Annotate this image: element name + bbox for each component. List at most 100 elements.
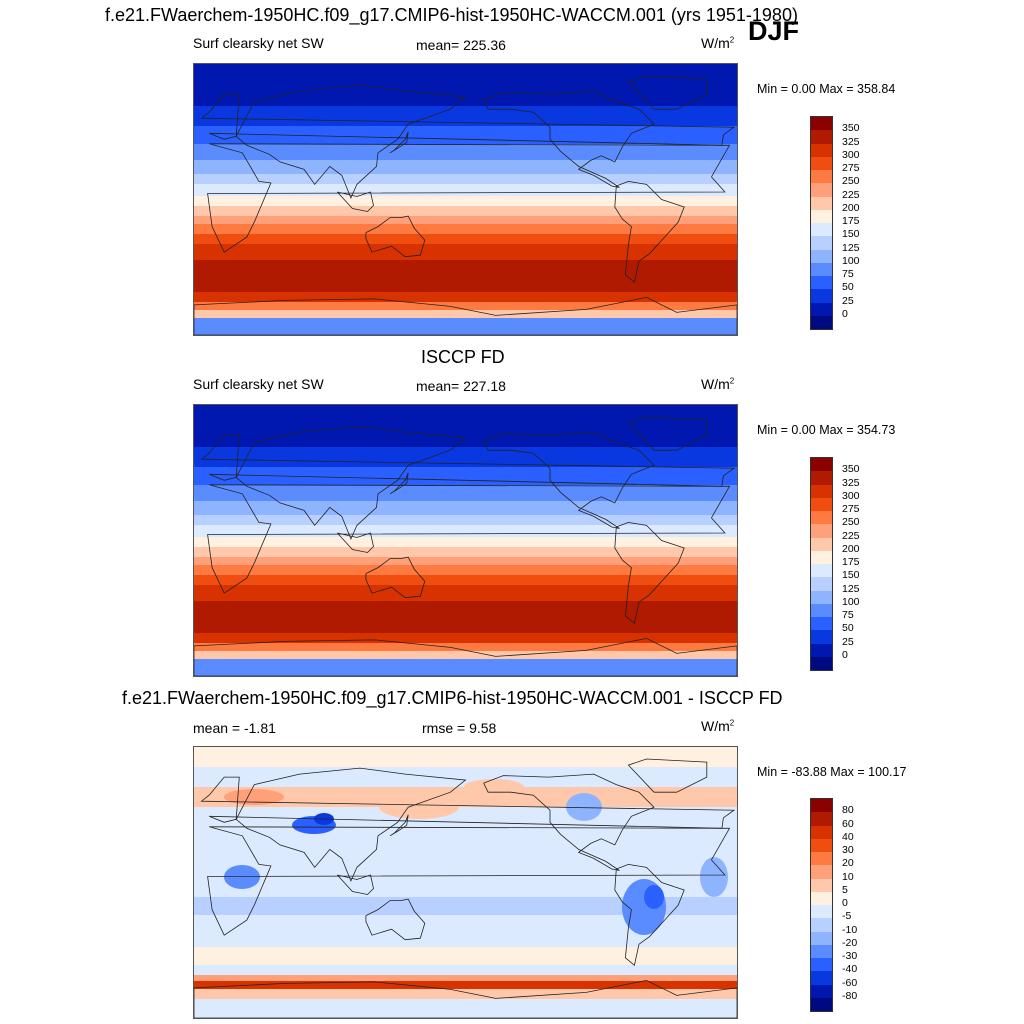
colorbar-tick-label: 300: [842, 489, 860, 502]
coastline: [194, 637, 737, 676]
panel3-minmax: Min = -83.88 Max = 100.17: [757, 765, 907, 779]
panel3-colorbar: [810, 798, 833, 1012]
field-band: [194, 184, 737, 196]
coastline: [614, 521, 685, 625]
panel1-map-svg: [194, 64, 737, 335]
field-band: [194, 575, 737, 585]
colorbar-tick-label: 325: [842, 135, 860, 148]
colorbar-segment: [811, 891, 832, 905]
season-label: DJF: [748, 16, 800, 46]
anomaly-region: [644, 885, 664, 909]
colorbar-tick-label: 5: [842, 883, 848, 896]
anomaly-region: [224, 789, 284, 805]
colorbar-segment: [811, 143, 832, 157]
field-band: [194, 485, 737, 501]
coastline: [207, 484, 731, 594]
panel2-unit-sup: 2: [729, 376, 735, 386]
anomaly-region: [224, 865, 260, 889]
colorbar-segment: [811, 156, 832, 170]
colorbar-tick-label: 0: [842, 307, 848, 320]
coastline: [207, 826, 731, 936]
colorbar-segment: [811, 537, 832, 551]
field-band: [194, 224, 737, 234]
colorbar-segment: [811, 630, 832, 644]
field-band: [194, 515, 737, 525]
colorbar-segment: [811, 484, 832, 498]
panel2-map-svg: [194, 405, 737, 676]
colorbar-tick-label: -20: [842, 936, 858, 949]
colorbar-segment: [811, 564, 832, 578]
colorbar-segment: [811, 458, 832, 472]
colorbar-segment: [811, 984, 832, 998]
colorbar-segment: [811, 276, 832, 290]
colorbar-tick-label: 225: [842, 188, 860, 201]
colorbar-segment: [811, 799, 832, 813]
coastline: [207, 143, 731, 253]
field-band: [194, 126, 737, 144]
panel2-minmax: Min = 0.00 Max = 354.73: [757, 423, 896, 437]
colorbar-tick-label: 30: [842, 844, 854, 856]
field-band: [194, 106, 737, 126]
panel2-map: [193, 404, 738, 677]
colorbar-tick-label: 75: [842, 609, 854, 621]
colorbar-segment: [811, 471, 832, 485]
colorbar-tick-label: 350: [842, 122, 860, 135]
coastline: [337, 191, 374, 212]
field-band: [194, 467, 737, 485]
anomaly-region: [700, 857, 728, 897]
colorbar-tick-label: -10: [842, 923, 858, 936]
panel1-colorbar: [810, 116, 833, 330]
colorbar-tick-label: 80: [842, 804, 854, 817]
colorbar-tick-label: 0: [842, 648, 848, 661]
colorbar-tick-label: 125: [842, 582, 860, 595]
coastline: [483, 90, 655, 188]
field-band: [194, 196, 737, 206]
colorbar-tick-label: -5: [842, 910, 852, 923]
colorbar-segment: [811, 878, 832, 892]
field-band: [194, 787, 737, 807]
field-band: [194, 999, 737, 1018]
field-band: [194, 897, 737, 915]
panel1-colorbar-ticks: 350 325 300 275 250 225 200 175 150 125 100 75 50 25 0: [842, 116, 882, 328]
colorbar-tick-label: 125: [842, 241, 860, 254]
coastline: [627, 75, 708, 110]
panel2-variable-label: Surf clearsky net SW: [193, 376, 324, 392]
coastline: [194, 296, 737, 335]
colorbar-segment: [811, 249, 832, 263]
colorbar-tick-label: 100: [842, 595, 860, 608]
field-band: [194, 501, 737, 515]
field-band: [194, 975, 737, 981]
panel3-unit-sup: 2: [729, 718, 735, 728]
colorbar-tick-label: -30: [842, 950, 858, 962]
colorbar-segment: [811, 117, 832, 131]
colorbar-segment: [811, 170, 832, 184]
colorbar-tick-label: 50: [842, 281, 854, 294]
coastline: [483, 773, 655, 871]
coastline: [337, 532, 374, 553]
panel3-unit-label: W/m2: [701, 718, 734, 734]
colorbar-segment: [811, 905, 832, 919]
colorbar-segment: [811, 958, 832, 972]
panel2-mean-label: mean= 227.18: [416, 378, 506, 394]
colorbar-tick-label: 175: [842, 556, 860, 568]
panel3-rmse-label: rmse = 9.58: [422, 720, 497, 736]
colorbar-tick-label: 275: [842, 503, 860, 515]
colorbar-segment: [811, 812, 832, 826]
colorbar-tick-label: -60: [842, 976, 858, 989]
colorbar-segment: [811, 524, 832, 538]
colorbar-segment: [811, 918, 832, 932]
coastline: [389, 814, 409, 837]
coastline: [365, 215, 426, 258]
field-band: [194, 633, 737, 643]
colorbar-segment: [811, 315, 832, 329]
field-band: [194, 651, 737, 659]
panel2-title: ISCCP FD: [421, 347, 505, 367]
coastline: [389, 472, 409, 495]
colorbar-segment: [811, 865, 832, 879]
panel3-title: f.e21.FWaerchem-1950HC.f09_g17.CMIP6-his…: [122, 688, 783, 708]
coastline: [365, 898, 426, 941]
field-band: [194, 547, 737, 557]
colorbar-segment: [811, 656, 832, 670]
panel1-unit-sup: 2: [729, 35, 735, 45]
colorbar-tick-label: 325: [842, 476, 860, 489]
